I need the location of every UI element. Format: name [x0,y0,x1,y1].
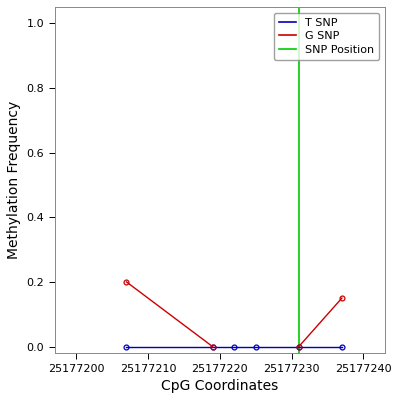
Y-axis label: Methylation Frequency: Methylation Frequency [7,101,21,259]
Legend: T SNP, G SNP, SNP Position: T SNP, G SNP, SNP Position [274,12,380,60]
X-axis label: CpG Coordinates: CpG Coordinates [161,379,278,393]
